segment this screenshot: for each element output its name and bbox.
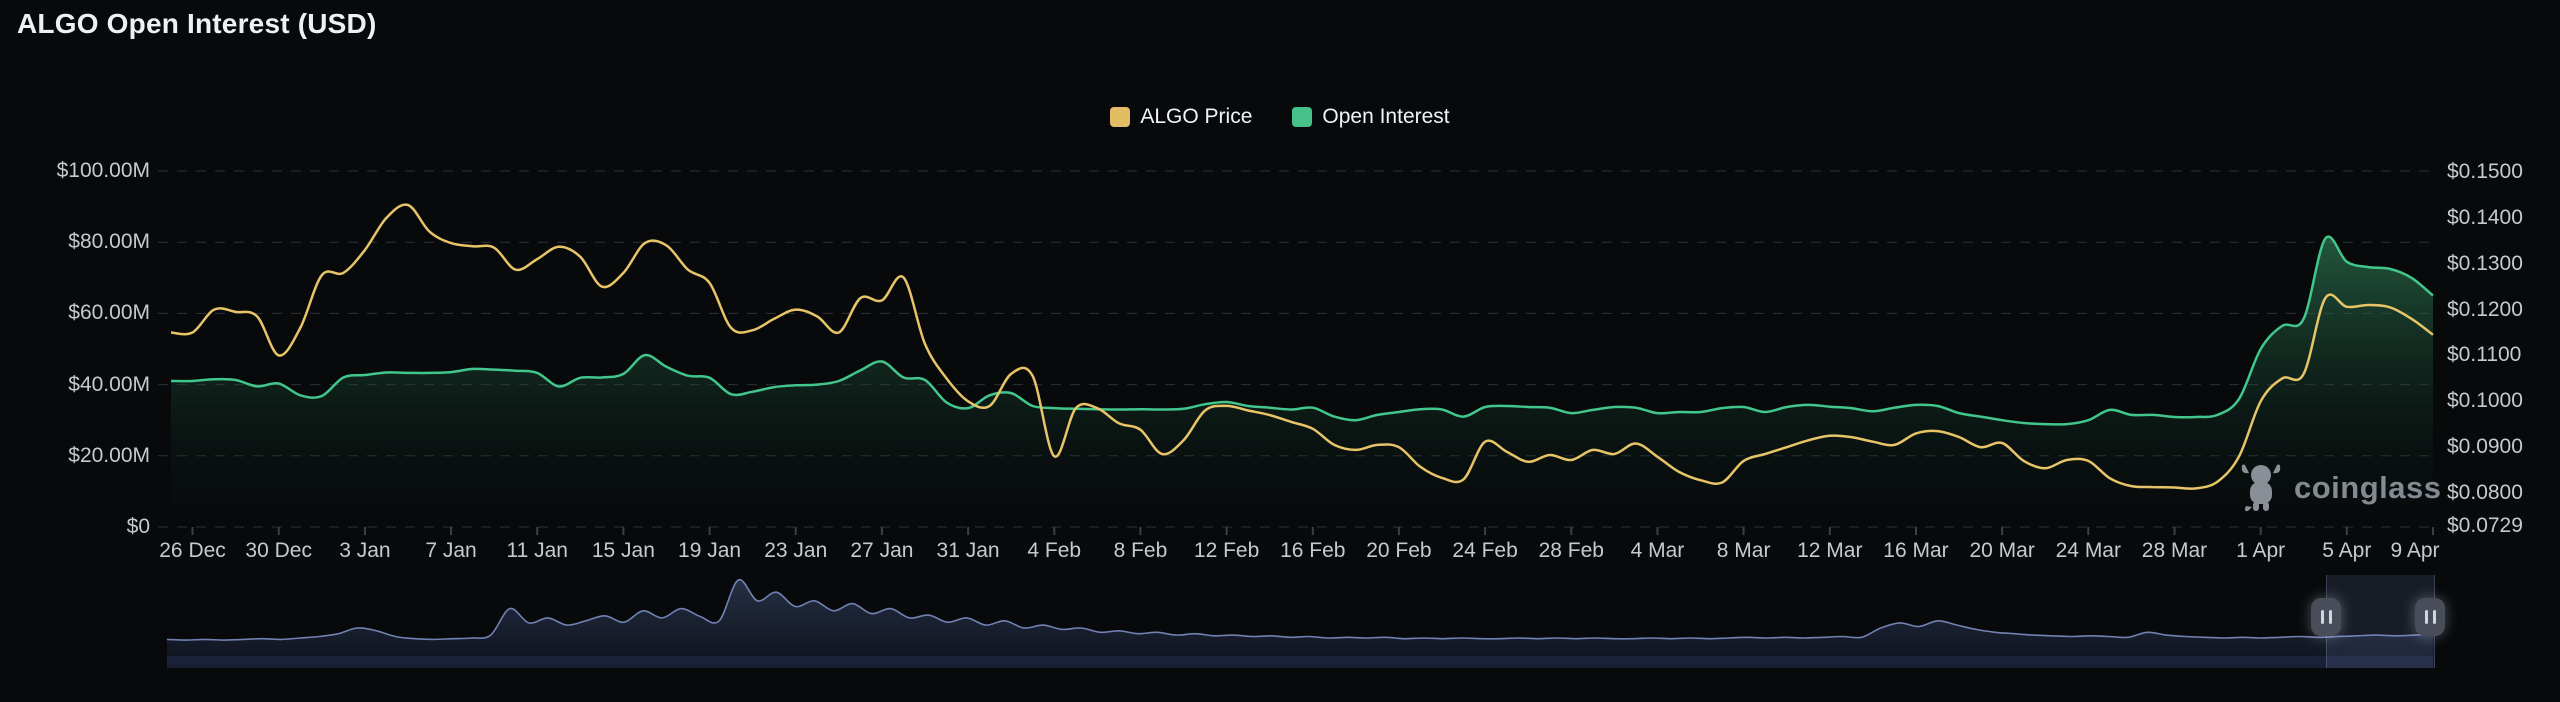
x-axis-date-label: 4 Feb xyxy=(1027,539,1082,562)
legend: ALGO Price Open Interest xyxy=(0,104,2560,130)
right-axis-tick-label: $0.1400 xyxy=(2447,205,2523,229)
navigator-right-handle-icon[interactable] xyxy=(2415,598,2445,636)
x-axis-date-label: 20 Mar xyxy=(1969,539,2035,562)
right-axis-tick-label: $0.1300 xyxy=(2447,251,2523,275)
right-axis-tick-label: $0.1200 xyxy=(2447,297,2523,321)
algo-price-line xyxy=(170,203,2434,490)
left-axis-tick-label: $40.00M xyxy=(68,372,150,396)
left-axis-tick-label: $0 xyxy=(126,515,150,538)
x-axis-date-label: 23 Jan xyxy=(764,539,828,562)
x-axis-date-label: 19 Jan xyxy=(678,539,742,562)
legend-label-open-interest: Open Interest xyxy=(1322,105,1450,128)
algo-price-swatch-icon xyxy=(1110,107,1131,127)
x-axis-date-label: 27 Jan xyxy=(850,539,914,562)
open-interest-area xyxy=(171,236,2433,528)
page-title: ALGO Open Interest (USD) xyxy=(17,8,377,39)
x-axis-date-label: 12 Mar xyxy=(1797,539,1863,562)
right-axis-tick-label: $0.1000 xyxy=(2447,389,2523,413)
right-axis-tick-label: $0.0729 xyxy=(2447,513,2523,537)
x-axis-date-label: 1 Apr xyxy=(2236,539,2286,562)
right-axis-tick-label: $0.1500 xyxy=(2447,160,2523,183)
x-axis-date-label: 15 Jan xyxy=(591,539,655,562)
x-axis-date-label: 26 Dec xyxy=(159,539,226,562)
navigator-left-handle-icon[interactable] xyxy=(2311,598,2341,636)
x-axis-date-label: 5 Apr xyxy=(2322,539,2372,562)
x-axis-date-label: 7 Jan xyxy=(425,539,477,562)
open-interest-line xyxy=(170,235,2434,426)
x-axis-date-label: 12 Feb xyxy=(1193,539,1260,562)
left-axis-tick-label: $60.00M xyxy=(68,301,150,325)
x-axis-date-label: 3 Jan xyxy=(339,539,391,562)
x-axis-date-label: 16 Mar xyxy=(1883,539,1949,562)
navigator-area xyxy=(167,579,2433,668)
x-axis-date-label: 24 Feb xyxy=(1452,539,1518,562)
left-axis-tick-label: $20.00M xyxy=(68,443,150,467)
x-axis-date-label: 11 Jan xyxy=(506,539,568,562)
x-axis-date-label: 8 Mar xyxy=(1716,539,1771,562)
x-axis-date-label: 28 Mar xyxy=(2141,539,2208,562)
legend-label-algo-price: ALGO Price xyxy=(1140,105,1253,128)
right-axis-tick-label: $0.0800 xyxy=(2447,481,2523,505)
x-axis-date-label: 8 Feb xyxy=(1113,539,1168,562)
right-axis-tick-label: $0.1100 xyxy=(2447,343,2522,367)
open-interest-swatch-icon xyxy=(1292,107,1313,127)
left-axis-tick-label: $100.00M xyxy=(56,159,150,182)
navigator-track xyxy=(167,656,2433,668)
right-axis-tick-label: $0.0900 xyxy=(2447,435,2523,459)
x-axis-date-label: 16 Feb xyxy=(1280,539,1346,562)
x-axis-date-label: 4 Mar xyxy=(1630,539,1685,562)
x-axis-date-label: 9 Apr xyxy=(2390,539,2440,562)
legend-item-algo-price[interactable]: ALGO Price xyxy=(1110,105,1252,129)
legend-item-open-interest[interactable]: Open Interest xyxy=(1292,105,1450,129)
x-axis-date-label: 20 Feb xyxy=(1366,539,1432,562)
x-axis-date-label: 28 Feb xyxy=(1538,539,1604,562)
left-axis-tick-label: $80.00M xyxy=(68,230,150,254)
navigator-line xyxy=(166,579,2434,641)
x-axis-date-label: 30 Dec xyxy=(245,539,312,562)
x-axis-date-label: 31 Jan xyxy=(936,539,1000,562)
x-axis-date-label: 24 Mar xyxy=(2055,539,2121,562)
